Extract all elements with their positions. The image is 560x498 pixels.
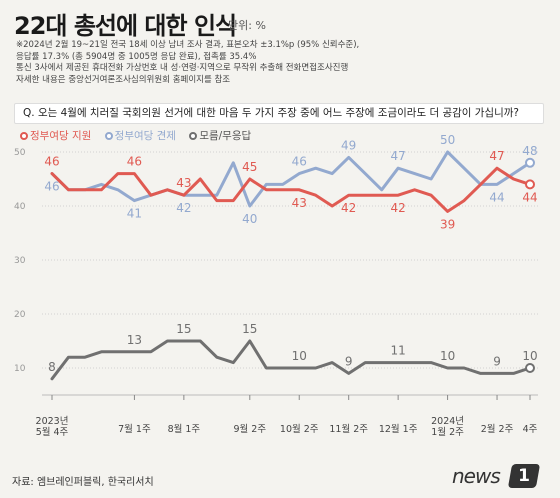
source-note: 자료: 엠브레인퍼블릭, 한국리서치 — [12, 477, 154, 488]
data-label-check: 48 — [522, 144, 537, 158]
data-label-check: 41 — [127, 207, 142, 221]
legend-item-check: 정부여당 견제 — [104, 128, 176, 143]
data-label-check: 46 — [292, 155, 307, 169]
x-tick-label: 7월 1주 — [118, 423, 151, 435]
series-line-unknown — [50, 339, 532, 381]
data-label-support: 46 — [44, 155, 59, 169]
legend-label-support: 정부여당 지원 — [30, 130, 92, 142]
data-label-unknown: 9 — [345, 354, 353, 368]
y-tick-label: 30 — [14, 256, 26, 266]
survey-notes: ※2024년 2월 19~21일 전국 18세 이상 남녀 조사 결과, 표본오… — [16, 40, 359, 86]
legend-marker-check — [104, 132, 113, 140]
data-label-check: 40 — [242, 212, 257, 226]
note-line: 자세한 내용은 중앙선거여론조사심의위원회 홈페이지를 참조 — [16, 74, 231, 85]
data-label-check: 42 — [176, 201, 191, 215]
x-tick-label: 2023년 5월 4주 — [36, 416, 69, 438]
x-tick-label: 10월 2주 — [280, 423, 319, 435]
y-tick-label: 10 — [14, 364, 26, 374]
note-line: ※2024년 2월 19~21일 전국 18세 이상 남녀 조사 결과, 표본오… — [16, 40, 360, 50]
data-label-check: 47 — [390, 149, 405, 163]
end-marker-unknown — [525, 363, 535, 373]
data-label-check: 49 — [341, 138, 356, 152]
data-label-unknown: 15 — [242, 322, 257, 336]
data-label-support: 39 — [440, 217, 455, 231]
end-marker-check — [525, 157, 535, 168]
data-label-support: 44 — [522, 190, 537, 204]
chart-title: 22대 총선에 대한 인식 — [14, 12, 237, 40]
series-line-support — [50, 166, 532, 213]
unit-label: 단위: % — [228, 19, 266, 32]
news1-logo: news 1 — [452, 461, 552, 491]
data-label-unknown: 11 — [390, 344, 405, 358]
note-line: 응답률 17.3% (총 5904명 중 1005명 응답 완료), 접촉률 3… — [16, 51, 257, 62]
data-label-unknown: 10 — [440, 349, 455, 363]
legend-label-unknown: 모름/무응답 — [199, 130, 252, 142]
note-line: 통신 3사에서 제공된 휴대전화 가상번호 내 성·연령·지역으로 무작위 추출… — [16, 63, 349, 74]
x-tick-label: 12월 1주 — [379, 423, 418, 435]
end-marker-support — [525, 179, 535, 190]
legend-marker-support — [20, 132, 28, 140]
data-label-support: 42 — [390, 201, 405, 215]
x-tick-label: 4주 — [523, 424, 538, 435]
data-label-check: 46 — [44, 180, 59, 194]
legend: 정부여당 지원 정부여당 견제 모름/무응답 — [20, 128, 261, 143]
logo-badge: 1 — [507, 464, 541, 488]
x-tick-label: 2월 2주 — [481, 423, 514, 435]
data-label-support: 47 — [489, 149, 504, 163]
x-tick-label: 9월 2주 — [233, 423, 266, 435]
data-label-support: 43 — [176, 176, 191, 190]
data-label-support: 43 — [292, 196, 307, 210]
data-label-support: 45 — [242, 160, 257, 174]
x-tick-label: 2024년 1월 2주 — [431, 416, 464, 438]
data-label-unknown: 15 — [176, 322, 191, 336]
y-tick-label: 40 — [14, 202, 26, 212]
legend-marker-unknown — [189, 132, 198, 140]
data-label-unknown: 9 — [493, 354, 501, 368]
legend-item-support: 정부여당 지원 — [20, 128, 91, 143]
x-tick-label: 8월 1주 — [168, 423, 201, 435]
legend-label-check: 정부여당 견제 — [114, 130, 176, 142]
data-label-unknown: 8 — [48, 360, 56, 374]
data-label-unknown: 10 — [522, 349, 537, 363]
data-label-check: 50 — [440, 133, 455, 147]
x-tick-label: 11월 2주 — [329, 423, 368, 435]
question-box: Q. 오는 4월에 치러질 국회의원 선거에 대한 마음 두 가지 주장 중에 … — [14, 103, 544, 124]
data-label-unknown: 13 — [127, 333, 142, 347]
legend-item-unknown: 모름/무응답 — [189, 128, 251, 143]
y-tick-label: 50 — [14, 148, 26, 158]
data-label-support: 46 — [127, 155, 142, 169]
y-tick-label: 20 — [14, 310, 26, 320]
data-label-check: 44 — [489, 190, 504, 204]
data-label-support: 42 — [341, 201, 356, 215]
data-label-unknown: 10 — [292, 349, 307, 363]
logo-text: news — [452, 464, 501, 488]
series-line-check — [50, 150, 532, 208]
